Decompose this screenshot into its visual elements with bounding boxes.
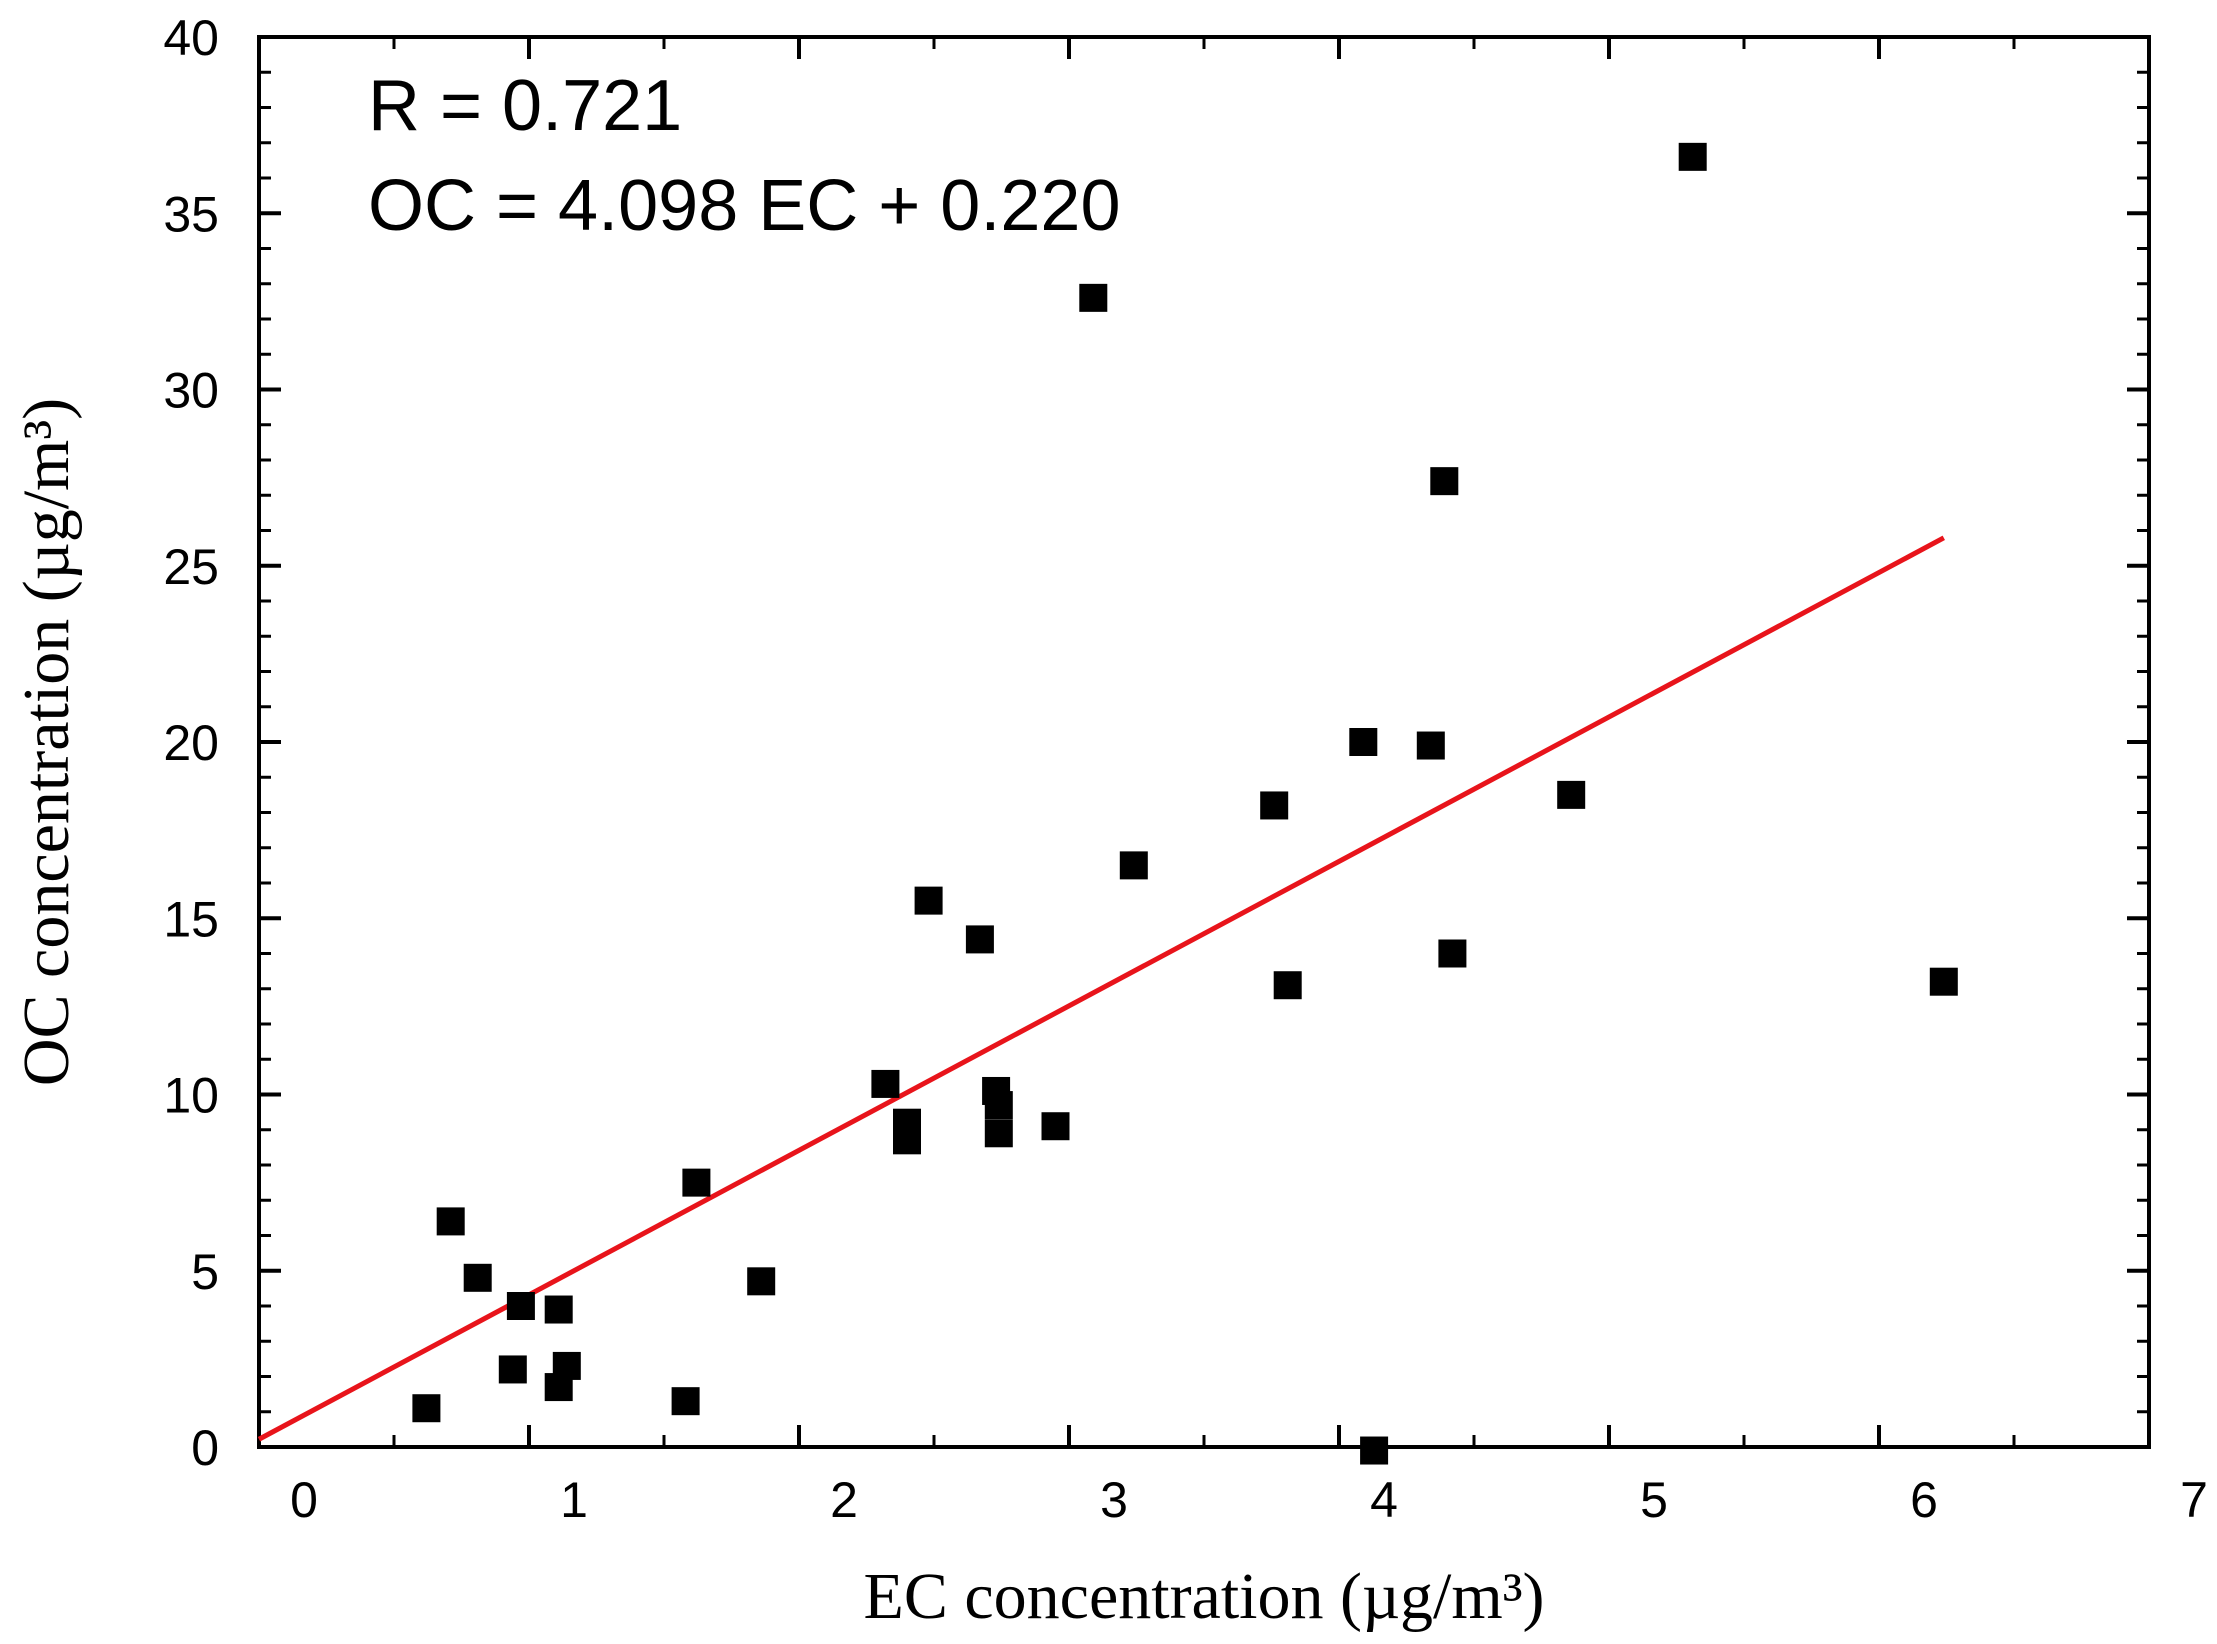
data-point xyxy=(1041,1112,1070,1141)
y-tick-label: 0 xyxy=(191,1420,219,1476)
data-point xyxy=(1349,728,1378,756)
y-tick-label: 20 xyxy=(163,715,219,771)
data-point xyxy=(671,1387,700,1416)
data-point xyxy=(463,1263,492,1292)
data-point xyxy=(412,1394,441,1423)
data-point xyxy=(506,1292,535,1320)
x-tick-label: 6 xyxy=(1910,1472,1938,1528)
data-point xyxy=(1079,283,1108,312)
y-tick-label: 15 xyxy=(163,891,219,947)
annotation-equation: OC = 4.098 EC + 0.220 xyxy=(368,166,1120,246)
data-point xyxy=(984,1119,1013,1148)
axis-ticks xyxy=(257,35,2151,1449)
data-point xyxy=(552,1351,581,1380)
data-point xyxy=(1678,142,1707,171)
y-tick-label: 35 xyxy=(163,186,219,242)
data-point xyxy=(1416,731,1445,760)
axis-tick-labels: 0 1 2 3 4 5 6 7 0 5 10 15 20 25 30 35 40 xyxy=(163,10,2208,1528)
data-points xyxy=(412,142,1958,1465)
data-point xyxy=(893,1126,921,1155)
data-point xyxy=(747,1267,776,1296)
data-point xyxy=(1273,971,1302,1000)
data-point xyxy=(544,1295,573,1324)
data-point xyxy=(498,1355,527,1384)
y-tick-label: 5 xyxy=(191,1244,219,1300)
y-tick-label: 25 xyxy=(163,539,219,595)
x-tick-label: 5 xyxy=(1640,1472,1668,1528)
x-axis-label: EC concentration (µg/m³) xyxy=(864,1560,1545,1633)
data-point xyxy=(1929,967,1958,996)
data-point xyxy=(965,925,994,954)
annotation-r: R = 0.721 xyxy=(368,66,682,146)
data-point xyxy=(436,1207,465,1236)
x-tick-label: 3 xyxy=(1100,1472,1128,1528)
y-tick-label: 30 xyxy=(163,363,219,419)
x-tick-label: 1 xyxy=(560,1472,588,1528)
data-point xyxy=(682,1168,711,1197)
data-point xyxy=(1260,791,1289,820)
data-point xyxy=(1557,780,1586,809)
data-point xyxy=(1119,851,1148,880)
y-tick-label: 10 xyxy=(163,1068,219,1124)
data-point xyxy=(871,1069,900,1098)
x-tick-label: 7 xyxy=(2180,1472,2208,1528)
data-point xyxy=(914,886,943,915)
data-point xyxy=(1360,1436,1389,1465)
data-point xyxy=(1430,467,1459,496)
data-point xyxy=(1438,939,1467,968)
data-point xyxy=(984,1091,1013,1120)
x-tick-label: 2 xyxy=(830,1472,858,1528)
y-tick-label: 40 xyxy=(163,10,219,66)
fit-line xyxy=(257,535,1945,1442)
x-tick-label: 4 xyxy=(1370,1472,1398,1528)
plot-frame xyxy=(257,35,2151,1449)
x-tick-label: 0 xyxy=(290,1472,318,1528)
y-axis-label: OC concentration (µg/m³) xyxy=(10,398,83,1086)
